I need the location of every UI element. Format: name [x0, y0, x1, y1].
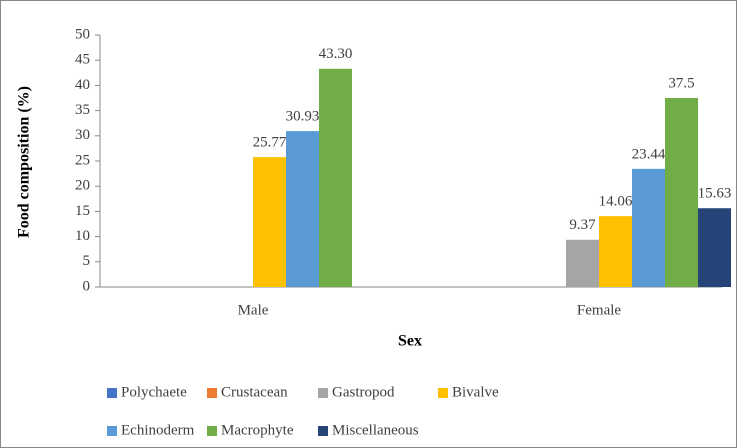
legend-label: Polychaete	[121, 384, 187, 400]
legend-label: Gastropod	[332, 384, 395, 400]
legend-label: Echinoderm	[121, 422, 195, 438]
y-tick-label: 20	[75, 178, 90, 194]
legend-swatch	[318, 426, 328, 436]
y-tick-label: 35	[75, 102, 90, 118]
bar	[566, 239, 599, 287]
bar	[253, 157, 286, 287]
value-label: 23.44	[632, 146, 666, 162]
value-label: 15.63	[698, 186, 732, 202]
bar	[632, 168, 665, 287]
legend-swatch	[438, 388, 448, 398]
y-axis-title: Food composition (%)	[16, 86, 33, 238]
value-label: 9.37	[569, 217, 596, 233]
value-label: 37.5	[668, 75, 694, 91]
legend-swatch	[207, 388, 217, 398]
legend-swatch	[107, 388, 117, 398]
x-tick-label: Female	[577, 302, 621, 318]
value-label: 14.06	[599, 194, 633, 210]
legend-swatch	[207, 426, 217, 436]
x-tick-label: Male	[238, 302, 269, 318]
value-label: 43.30	[319, 46, 353, 62]
y-tick-label: 25	[75, 152, 90, 168]
legend-label: Macrophyte	[221, 422, 294, 438]
y-tick-label: 40	[75, 77, 90, 93]
y-tick-label: 45	[75, 52, 90, 68]
x-axis-title: Sex	[398, 333, 422, 350]
value-label: 25.77	[253, 135, 287, 151]
y-tick-label: 5	[83, 253, 91, 269]
value-label: 30.93	[286, 109, 320, 125]
legend-label: Crustacean	[221, 384, 288, 400]
y-tick-label: 0	[83, 278, 91, 294]
legend-swatch	[318, 388, 328, 398]
bar	[599, 216, 632, 287]
bar	[319, 68, 352, 287]
bar	[665, 98, 698, 287]
legend-label: Bivalve	[452, 384, 499, 400]
y-tick-label: 15	[75, 203, 90, 219]
y-tick-label: 30	[75, 127, 90, 143]
legend-swatch	[107, 426, 117, 436]
y-tick-label: 10	[75, 228, 90, 244]
bar	[698, 208, 731, 287]
y-tick-label: 50	[75, 26, 90, 42]
legend-label: Miscellaneous	[332, 422, 419, 438]
bar	[286, 131, 319, 287]
